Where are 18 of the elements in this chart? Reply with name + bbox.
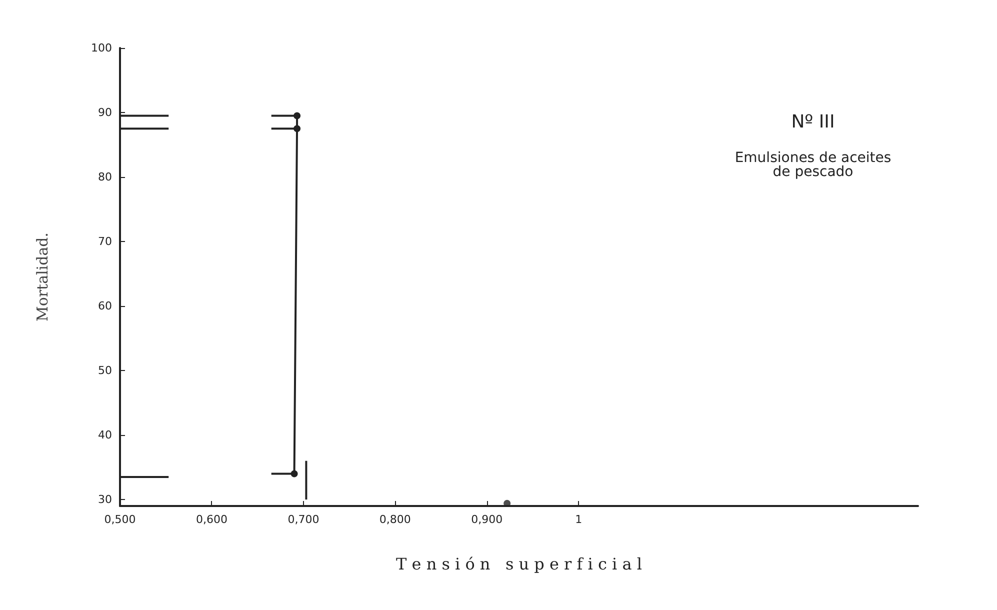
text: Emulsiones de aceites de pescado [734, 150, 892, 180]
y-tick-label: 90 [98, 106, 112, 120]
x-axis-title: T e n s i ó n s u p e r f i c i a l [396, 554, 642, 574]
y-tick-label: 40 [98, 428, 112, 442]
x-tick-label: 1 [575, 513, 582, 526]
y-axis-title: Mortalidad. [34, 232, 52, 322]
y-tick-label: 50 [98, 364, 112, 378]
y-tick-label: 80 [98, 170, 112, 184]
x-tick-label: 0,500 [104, 513, 136, 526]
x-tick-label: 0,800 [379, 513, 411, 526]
y-tick-label: 70 [98, 235, 112, 248]
y-tick-label: 60 [98, 300, 112, 313]
y-tick-label: 100 [91, 42, 112, 54]
x-tick-label: 0,700 [288, 513, 320, 526]
text: Nº III [791, 112, 835, 132]
x-tick-label: 0,900 [471, 513, 503, 526]
y-tick-label: 30 [98, 493, 112, 506]
x-tick-label: 0,600 [196, 513, 228, 526]
